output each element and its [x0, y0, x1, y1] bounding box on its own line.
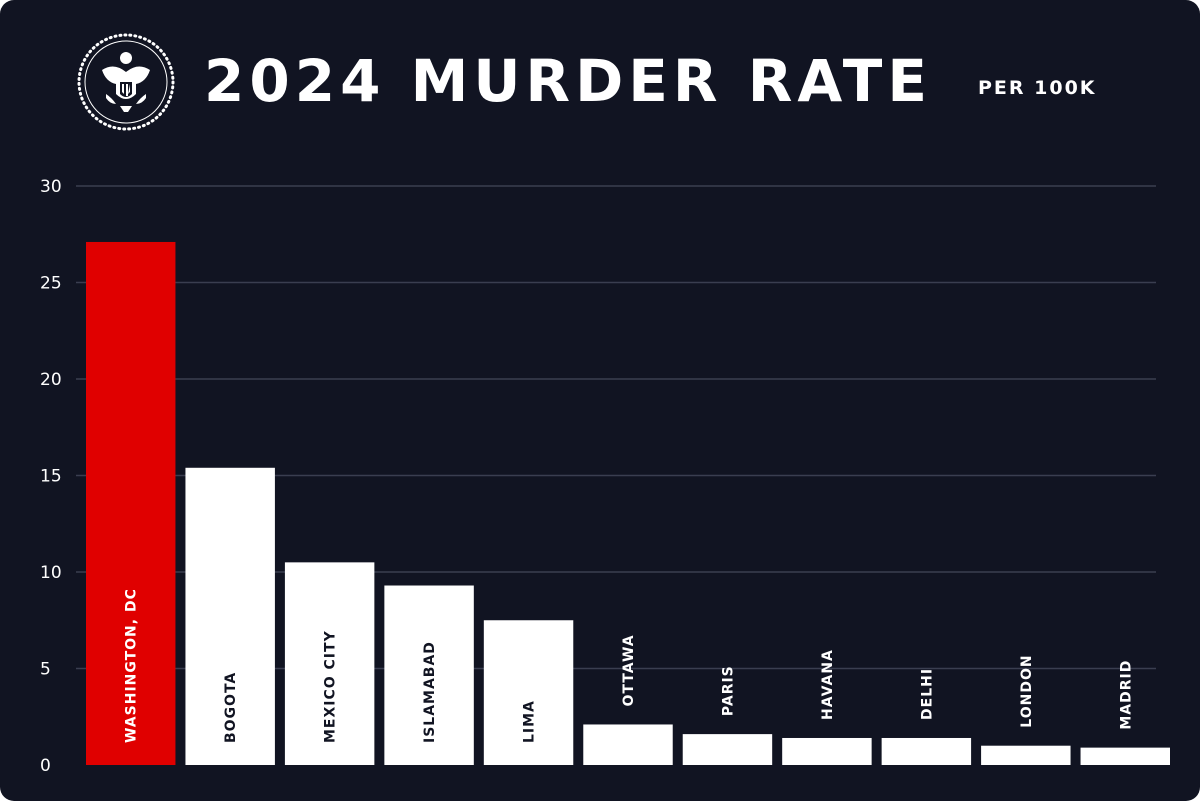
bar-bogota: [185, 467, 275, 765]
bar-lima: [483, 620, 574, 765]
y-tick-label: 20: [40, 370, 62, 390]
bar-category-label: DELHI: [919, 668, 935, 720]
bar-category-label: BOGOTA: [223, 672, 239, 743]
bar-category-label: OTTAWA: [621, 634, 637, 706]
y-tick-label: 15: [40, 467, 62, 487]
bar-washington-dc: [86, 241, 176, 766]
bar-category-label: MADRID: [1118, 660, 1134, 730]
bar-ottawa: [583, 724, 673, 765]
y-tick-label: 30: [40, 177, 62, 197]
bar-category-label: PARIS: [720, 665, 736, 716]
bar-london: [981, 745, 1071, 765]
bar-mexico-city: [284, 562, 375, 765]
bar-category-label: MEXICO CITY: [323, 630, 339, 743]
bar-paris: [682, 734, 773, 765]
bar-category-label: WASHINGTON, DC: [124, 588, 140, 743]
bar-category-label: LONDON: [1019, 654, 1035, 727]
presidential-seal-icon: [77, 33, 175, 131]
bar-category-label: LIMA: [522, 700, 538, 743]
bar-category-label: ISLAMABAD: [422, 641, 438, 743]
chart-subtitle: PER 100K: [978, 77, 1097, 99]
y-tick-label: 25: [40, 274, 62, 294]
y-tick-label: 5: [40, 660, 51, 680]
bar-category-label: HAVANA: [820, 649, 836, 720]
bar-delhi: [881, 737, 972, 765]
bar-havana: [782, 737, 872, 765]
y-tick-label: 0: [40, 756, 51, 776]
chart-title: 2024 MURDER RATE: [204, 47, 932, 115]
y-tick-label: 10: [40, 563, 62, 583]
bar-madrid: [1080, 747, 1170, 765]
bar-islamabad: [384, 585, 474, 765]
